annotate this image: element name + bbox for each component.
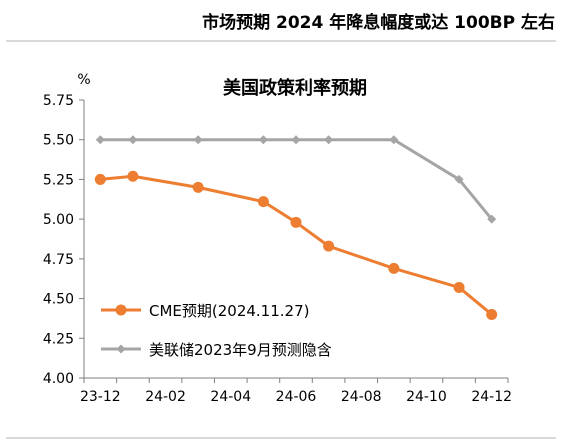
y-tick-label: 4.25 [43,331,74,347]
x-tick-label: 24-06 [276,389,317,405]
data-point [291,135,301,145]
data-point [94,173,106,185]
data-point [388,262,400,274]
y-tick-label: 5.00 [43,212,74,228]
y-axis-unit: % [77,72,90,88]
legend-label: CME预期(2024.11.27) [149,302,309,320]
report-title: 市场预期 2024 年降息幅度或达 100BP 左右 [202,13,555,33]
data-point [389,135,399,145]
y-tick-label: 5.50 [43,133,74,149]
y-tick-label: 4.75 [43,252,74,268]
data-point [324,135,334,145]
x-tick-label: 23-12 [80,389,121,405]
x-tick-label: 24-08 [341,389,382,405]
data-point [487,214,497,224]
x-tick-label: 24-10 [406,389,447,405]
series-line-0 [100,174,493,316]
legend-label: 美联储2023年9月预测隐含 [149,341,332,359]
y-tick-label: 5.25 [43,172,74,188]
data-point [95,135,105,145]
footer-divider [6,437,556,439]
header-divider [6,40,556,42]
chart-title: 美国政策利率预期 [223,77,367,99]
data-point [193,135,203,145]
data-point [453,281,465,293]
data-point [323,240,335,252]
y-tick-label: 5.75 [43,93,74,109]
data-point [257,196,269,208]
y-tick-label: 4.50 [43,292,74,308]
data-point [454,174,464,184]
axes: 4.00 4.25 4.50 4.75 5.00 5.25 5.50 5.75 23-12 24-… [43,93,512,405]
y-tick-label: 4.00 [43,371,74,387]
data-point [127,170,139,182]
x-tick-label: 24-12 [471,389,512,405]
data-point [290,216,302,228]
data-point [258,135,268,145]
series-layer [94,135,498,320]
x-tick-label: 24-04 [210,389,251,405]
data-point [192,181,204,193]
legend-marker [115,304,127,316]
x-tick-label: 24-02 [145,389,186,405]
legend-marker [116,344,126,354]
data-point [128,135,138,145]
legend: CME预期(2024.11.27) 美联储2023年9月预测隐含 [101,302,332,359]
data-point [486,308,498,320]
